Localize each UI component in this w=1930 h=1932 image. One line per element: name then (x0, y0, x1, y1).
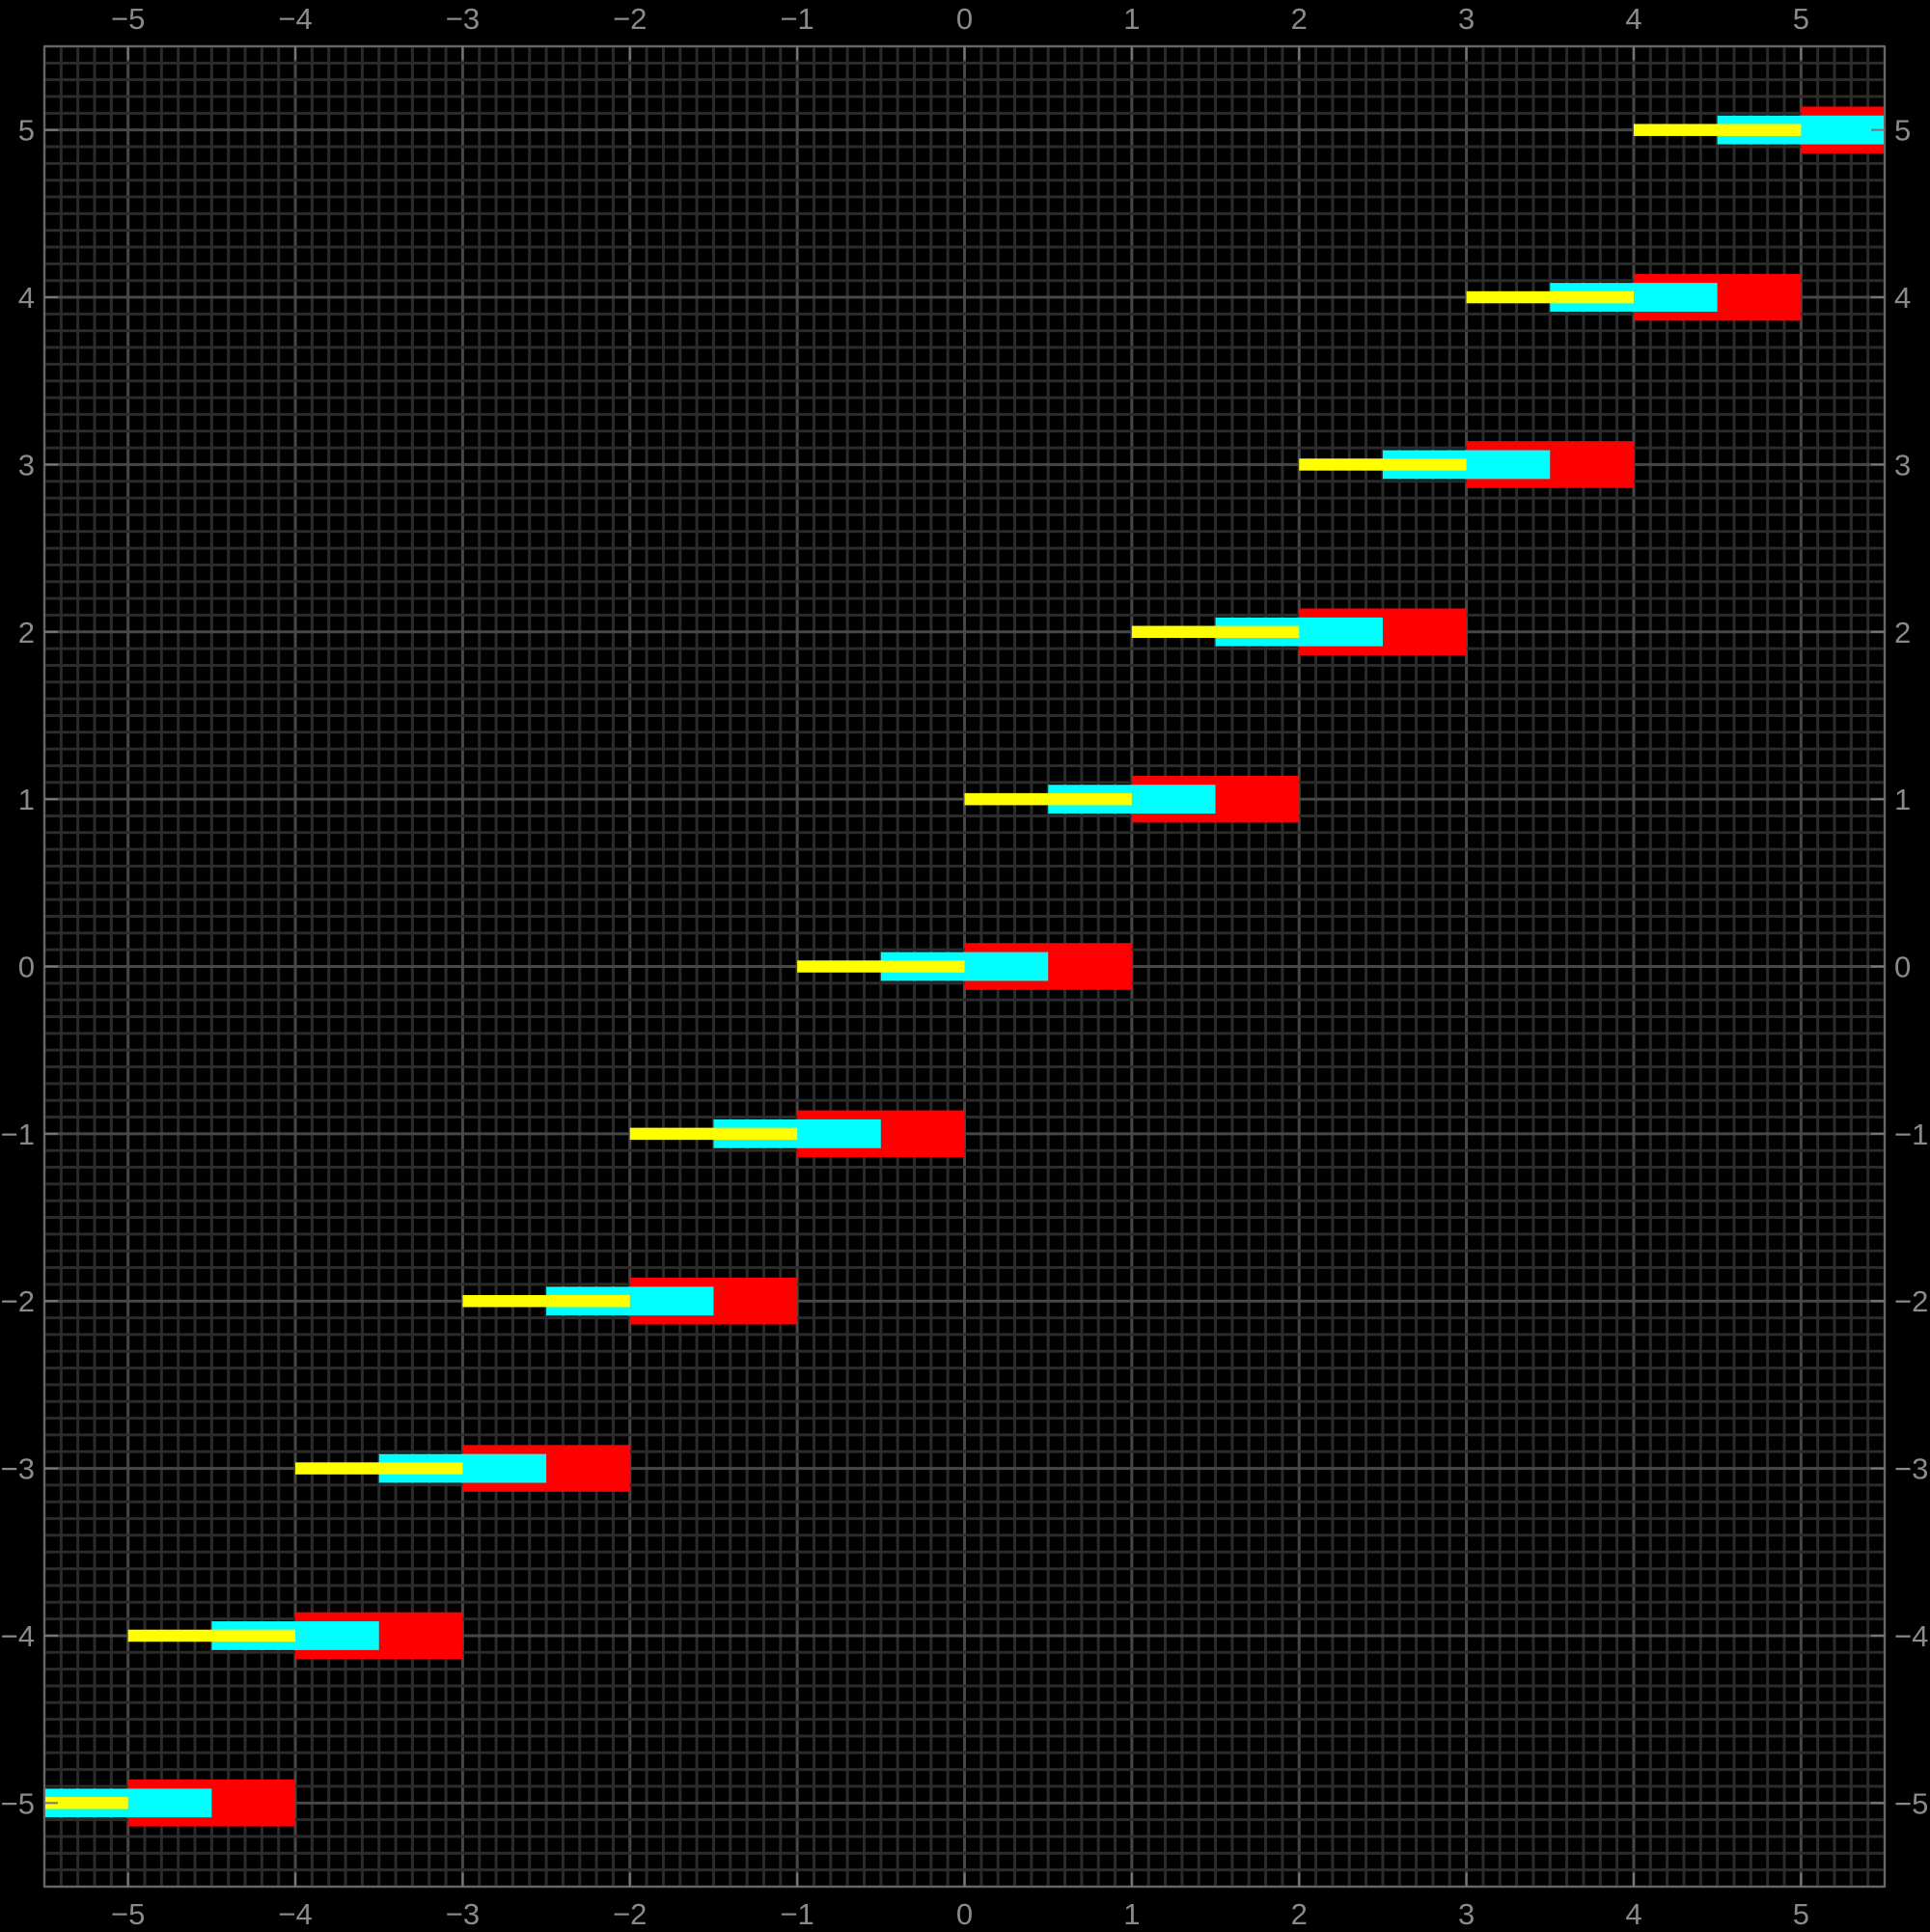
y-tick-label-right: 1 (1894, 783, 1911, 816)
grid (42, 44, 1887, 1889)
yellow-bar (797, 960, 965, 973)
x-tick-label-bottom: 3 (1458, 1897, 1475, 1931)
x-tick-label-bottom: 5 (1793, 1897, 1809, 1931)
yellow-bar (462, 1294, 630, 1308)
x-tick-label-bottom: 0 (956, 1897, 973, 1931)
y-tick-label-left: −1 (1, 1118, 35, 1151)
x-tick-label-top: 3 (1458, 2, 1475, 36)
x-tick-label-top: −1 (780, 2, 813, 36)
yellow-bar (964, 792, 1132, 806)
y-tick-label-left: −5 (1, 1786, 35, 1820)
x-tick-label-top: 2 (1291, 2, 1308, 36)
x-tick-label-bottom: −3 (446, 1897, 480, 1931)
x-tick-label-bottom: −1 (780, 1897, 813, 1931)
x-tick-label-bottom: 1 (1123, 1897, 1140, 1931)
y-tick-label-right: 3 (1894, 448, 1911, 482)
y-tick-label-left: −2 (1, 1284, 35, 1318)
x-tick-label-top: −2 (613, 2, 647, 36)
yellow-bar (1466, 290, 1634, 304)
y-tick-label-right: −5 (1894, 1786, 1928, 1820)
y-tick-label-right: −1 (1894, 1118, 1928, 1151)
yellow-bar (1299, 458, 1467, 471)
y-tick-label-left: 3 (18, 448, 35, 482)
x-tick-label-bottom: −2 (613, 1897, 647, 1931)
y-tick-label-right: −2 (1894, 1284, 1928, 1318)
yellow-bar (295, 1462, 463, 1475)
x-tick-label-top: −5 (111, 2, 145, 36)
y-tick-label-right: 2 (1894, 616, 1911, 649)
x-tick-label-bottom: 2 (1291, 1897, 1308, 1931)
yellow-bar (1131, 625, 1300, 639)
x-tick-label-bottom: −5 (111, 1897, 145, 1931)
marks (44, 106, 1885, 1827)
y-tick-label-right: −3 (1894, 1452, 1928, 1486)
y-tick-label-right: 5 (1894, 114, 1911, 148)
y-tick-label-left: 4 (18, 281, 35, 315)
x-tick-label-top: 0 (956, 2, 973, 36)
y-tick-label-right: −4 (1894, 1619, 1928, 1653)
x-tick-label-top: 5 (1793, 2, 1809, 36)
y-tick-label-left: 2 (18, 616, 35, 649)
yellow-bar (1633, 124, 1802, 136)
x-tick-label-bottom: 4 (1625, 1897, 1641, 1931)
yellow-bar (44, 1797, 128, 1809)
y-tick-label-left: −3 (1, 1452, 35, 1486)
y-tick-label-left: −4 (1, 1619, 35, 1653)
x-tick-label-top: −4 (278, 2, 312, 36)
x-tick-label-bottom: −4 (278, 1897, 312, 1931)
yellow-bar (629, 1127, 798, 1141)
x-tick-label-top: −3 (446, 2, 480, 36)
y-tick-label-left: 5 (18, 114, 35, 148)
y-tick-label-left: 0 (18, 951, 35, 984)
x-tick-label-top: 4 (1625, 2, 1641, 36)
x-tick-label-top: 1 (1123, 2, 1140, 36)
y-tick-label-right: 4 (1894, 281, 1911, 315)
yellow-bar (127, 1629, 296, 1642)
y-tick-label-right: 0 (1894, 951, 1911, 984)
y-tick-label-left: 1 (18, 783, 35, 816)
